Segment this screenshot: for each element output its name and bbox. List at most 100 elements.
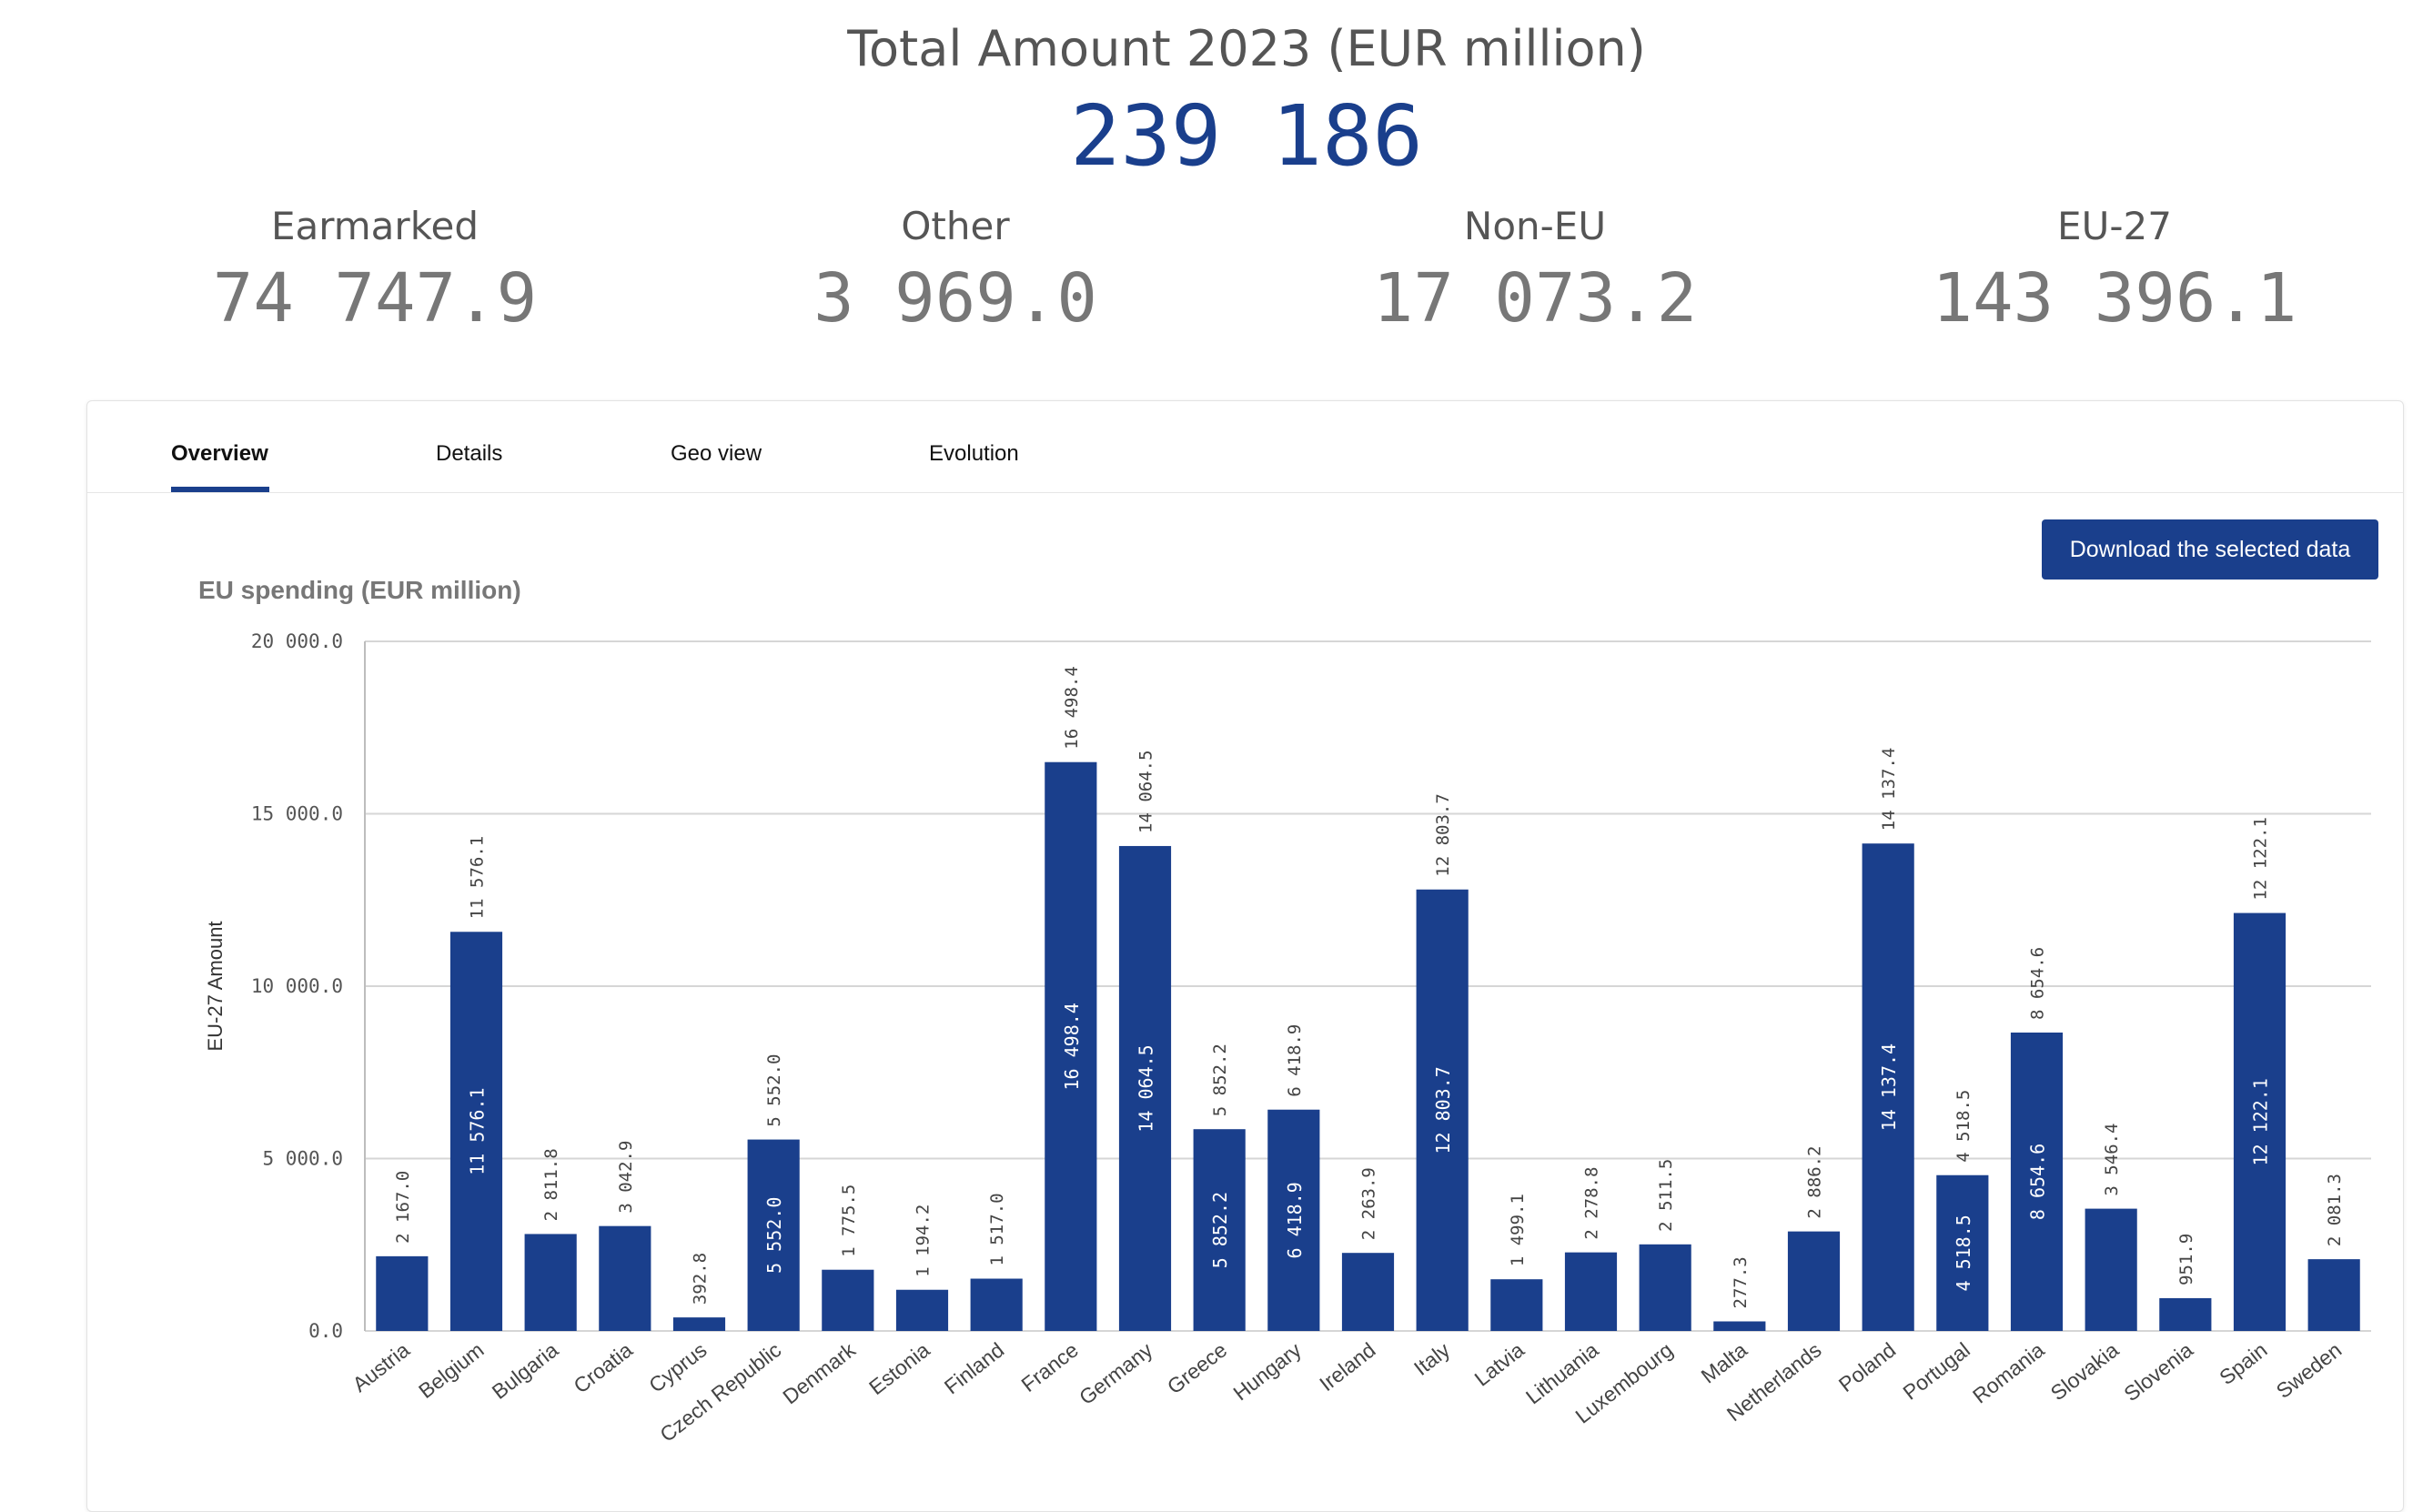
x-tick-label: Romania xyxy=(1968,1337,2049,1407)
bar-value-label: 2 167.0 xyxy=(393,1171,413,1244)
y-tick-label: 5 000.0 xyxy=(262,1148,343,1170)
bar xyxy=(2085,1208,2137,1331)
bar xyxy=(1564,1252,1618,1331)
bar xyxy=(822,1269,874,1331)
bar-value-label: 4 518.5 xyxy=(1953,1090,1974,1163)
kpi-header: Total Amount 2023 (EUR million) 239 186 … xyxy=(0,0,2433,382)
tab-geo-view[interactable]: Geo view xyxy=(671,441,762,466)
bar-inner-value-label: 12 803.7 xyxy=(1432,1066,1454,1154)
y-tick-label: 10 000.0 xyxy=(251,975,343,997)
bar xyxy=(599,1225,651,1331)
bar-value-label: 2 278.8 xyxy=(1582,1167,1602,1240)
x-tick-label: Finland xyxy=(940,1337,1008,1398)
bar xyxy=(376,1255,429,1331)
bar-value-label: 2 263.9 xyxy=(1359,1167,1379,1240)
y-tick-label: 0.0 xyxy=(308,1320,343,1342)
bar xyxy=(1713,1321,1766,1331)
active-tab-indicator xyxy=(171,487,269,492)
x-tick-label: Sweden xyxy=(2272,1337,2347,1403)
bar-value-label: 277.3 xyxy=(1731,1256,1751,1308)
y-axis-title: EU-27 Amount xyxy=(204,921,227,1051)
bar-value-label: 12 803.7 xyxy=(1433,793,1453,877)
bar xyxy=(970,1278,1023,1331)
bar xyxy=(2307,1259,2360,1331)
bar-inner-value-label: 12 122.1 xyxy=(2250,1078,2272,1165)
tab-details[interactable]: Details xyxy=(436,441,503,466)
bar xyxy=(1267,1109,1320,1331)
bar xyxy=(1193,1129,1246,1331)
bar-value-label: 2 811.8 xyxy=(541,1148,561,1221)
bar xyxy=(2010,1032,2064,1331)
bar-inner-value-label: 5 552.0 xyxy=(763,1197,785,1274)
download-selected-data-button[interactable]: Download the selected data xyxy=(2042,519,2378,580)
x-tick-label: Portugal xyxy=(1898,1337,1974,1404)
bar xyxy=(1118,845,1172,1331)
x-tick-label: Denmark xyxy=(778,1337,860,1408)
x-tick-label: Poland xyxy=(1834,1337,1900,1396)
x-tick-label: Ireland xyxy=(1315,1337,1379,1396)
bar xyxy=(1490,1279,1543,1331)
bar xyxy=(1416,889,1469,1331)
bar-value-label: 951.9 xyxy=(2176,1234,2196,1285)
bar xyxy=(1862,843,1914,1331)
bar-inner-value-label: 5 852.2 xyxy=(1209,1192,1231,1268)
bar-value-label: 16 498.4 xyxy=(1062,666,1082,750)
kpi-label: Earmarked xyxy=(270,204,480,248)
bar-value-label: 11 576.1 xyxy=(468,836,488,920)
x-tick-label: Latvia xyxy=(1470,1337,1529,1390)
tab-overview[interactable]: Overview xyxy=(171,441,268,466)
y-tick-label: 20 000.0 xyxy=(251,630,343,652)
bar-value-label: 8 654.6 xyxy=(2028,947,2048,1020)
x-tick-label: Austria xyxy=(348,1337,414,1396)
bar xyxy=(672,1317,726,1331)
bar-value-label: 2 081.3 xyxy=(2325,1174,2345,1246)
bar-value-label: 1 194.2 xyxy=(914,1205,934,1277)
kpi-value: 3 969.0 xyxy=(813,259,1097,338)
bar xyxy=(2233,912,2287,1331)
x-tick-label: Croatia xyxy=(569,1337,637,1397)
bar xyxy=(895,1289,949,1331)
bar-value-label: 2 511.5 xyxy=(1656,1159,1676,1232)
kpi-total-value: 239 186 xyxy=(1070,87,1423,185)
x-tick-label: France xyxy=(1016,1337,1082,1396)
content-card: Overview Details Geo view Evolution Down… xyxy=(86,400,2404,1512)
kpi-label: Non-EU xyxy=(1463,204,1607,248)
kpi-value: 74 747.9 xyxy=(212,259,538,338)
bar-value-label: 3 546.4 xyxy=(2102,1124,2122,1196)
x-tick-label: Hungary xyxy=(1228,1337,1306,1405)
chart-title: EU spending (EUR million) xyxy=(198,576,521,604)
bar xyxy=(2159,1297,2212,1331)
bar xyxy=(524,1234,577,1331)
x-tick-label: Belgium xyxy=(414,1337,488,1403)
x-tick-label: Italy xyxy=(1409,1337,1455,1380)
bar-chart: 0.0 5 000.0 10 000.0 15 000.0 20 000.0 EU-27 … xyxy=(204,630,2371,1446)
bar-value-label: 12 122.1 xyxy=(2251,817,2271,901)
kpi-value: 143 396.1 xyxy=(1932,259,2297,338)
bar-inner-value-label: 16 498.4 xyxy=(1061,1003,1083,1090)
x-tick-label: Germany xyxy=(1075,1337,1157,1409)
kpi-label: EU-27 xyxy=(2057,204,2172,248)
tab-evolution[interactable]: Evolution xyxy=(929,441,1019,466)
kpi-title: Total Amount 2023 (EUR million) xyxy=(847,20,1646,77)
bar xyxy=(747,1139,800,1331)
bar-value-label: 14 064.5 xyxy=(1136,750,1156,833)
x-tick-label: Cyprus xyxy=(644,1337,711,1396)
x-tick-label: Bulgaria xyxy=(488,1337,563,1404)
bar-value-label: 5 552.0 xyxy=(764,1054,784,1127)
bar-value-label: 1 499.1 xyxy=(1508,1194,1528,1266)
kpi-value: 17 073.2 xyxy=(1372,259,1698,338)
bar-value-label: 1 775.5 xyxy=(839,1184,859,1257)
bar xyxy=(1787,1231,1841,1331)
bar-inner-value-label: 6 418.9 xyxy=(1284,1182,1306,1258)
bar xyxy=(1936,1174,1989,1331)
kpi-other: Other 3 969.0 xyxy=(701,204,1210,338)
x-tick-label: Estonia xyxy=(864,1337,934,1399)
kpi-non-eu: Non-EU 17 073.2 xyxy=(1280,204,1790,338)
y-tick-label: 15 000.0 xyxy=(251,803,343,825)
bar xyxy=(1639,1244,1691,1331)
bar-inner-value-label: 8 654.6 xyxy=(2027,1144,2049,1220)
x-tick-label: Slovenia xyxy=(2119,1337,2197,1406)
bar-inner-value-label: 4 518.5 xyxy=(1953,1215,1974,1291)
bar-value-label: 6 418.9 xyxy=(1285,1024,1305,1097)
tab-bar: Overview Details Geo view Evolution xyxy=(87,401,2403,493)
